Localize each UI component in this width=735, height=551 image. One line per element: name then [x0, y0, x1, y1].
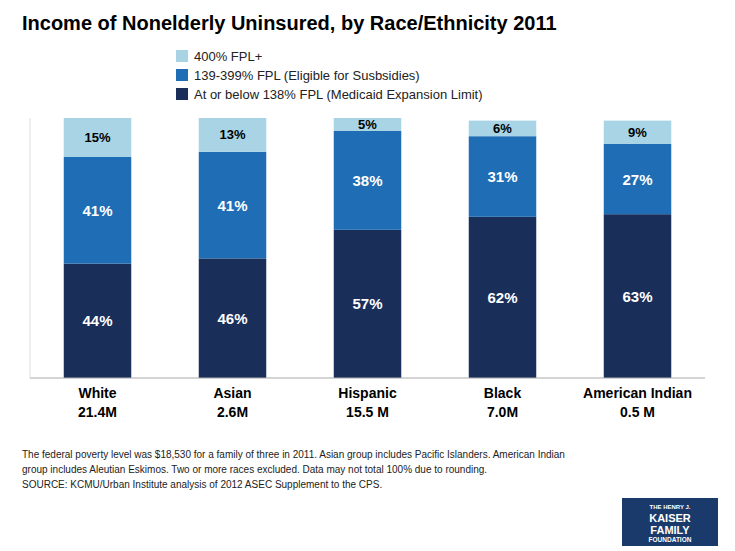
- logo-text: FAMILY: [650, 524, 690, 536]
- y-axis-line: [30, 118, 31, 378]
- data-label: 31%: [487, 168, 517, 185]
- bar-segment: [469, 217, 537, 378]
- data-label: 9%: [628, 125, 647, 140]
- legend-label: 400% FPL+: [194, 49, 262, 64]
- data-label: 57%: [352, 295, 382, 312]
- bar-segment: [199, 118, 267, 152]
- x-tick-label: American Indian: [583, 385, 692, 401]
- category-annotation: 2.6M: [217, 404, 248, 420]
- bar-segment: [604, 121, 672, 144]
- category-annotation: 15.5 M: [346, 404, 389, 420]
- bar-segment: [469, 121, 537, 137]
- legend-label: At or below 138% FPL (Medicaid Expansion…: [194, 87, 483, 102]
- data-label: 15%: [84, 130, 110, 145]
- logo-text: KAISER: [649, 512, 691, 524]
- bar-segment: [334, 131, 402, 230]
- data-label: 13%: [219, 127, 245, 142]
- category-annotation: 21.4M: [78, 404, 117, 420]
- data-label: 38%: [352, 172, 382, 189]
- bar-segment: [199, 258, 267, 378]
- footnote: group includes Aleutian Eskimos. Two or …: [22, 464, 487, 475]
- chart-svg: Income of Nonelderly Uninsured, by Race/…: [0, 0, 735, 551]
- legend: 400% FPL+ 139-399% FPL (Eligible for Susb…: [176, 49, 483, 102]
- category-annotation: 0.5 M: [620, 404, 655, 420]
- bar-segment: [334, 118, 402, 131]
- x-tick-label: Asian: [213, 385, 251, 401]
- bar-segment: [64, 264, 132, 378]
- bar-segment: [469, 136, 537, 217]
- bar-segment: [334, 230, 402, 378]
- bar-segment: [64, 118, 132, 157]
- legend-swatch: [176, 50, 188, 62]
- data-label: 46%: [217, 310, 247, 327]
- data-label: 63%: [622, 288, 652, 305]
- legend-swatch: [176, 69, 188, 81]
- bar-segment: [604, 214, 672, 378]
- data-label: 41%: [217, 197, 247, 214]
- x-axis-labels: White 21.4M Asian 2.6M Hispanic 15.5 M Black 7.…: [78, 385, 692, 420]
- data-label: 5%: [358, 117, 377, 132]
- bar-segment: [64, 157, 132, 264]
- bar-segment: [604, 144, 672, 214]
- logo-text: FOUNDATION: [649, 536, 692, 543]
- x-tick-label: White: [78, 385, 116, 401]
- title: Income of Nonelderly Uninsured, by Race/…: [22, 12, 557, 34]
- logo-text: THE HENRY J.: [649, 504, 690, 510]
- category-annotation: 7.0M: [487, 404, 518, 420]
- data-label: 27%: [622, 171, 652, 188]
- x-tick-label: Black: [484, 385, 522, 401]
- legend-swatch: [176, 88, 188, 100]
- data-label: 41%: [82, 202, 112, 219]
- data-label: 6%: [493, 121, 512, 136]
- legend-label: 139-399% FPL (Eligible for Susbsidies): [194, 68, 420, 83]
- footnotes: The federal poverty level was $18,530 fo…: [22, 449, 565, 490]
- logo-box: [622, 498, 718, 546]
- footnote: The federal poverty level was $18,530 fo…: [22, 449, 565, 460]
- data-labels: 44% 46% 57% 62% 63% 41% 41% 38% 31% 27% 15% 13% 5% 6%…: [82, 117, 652, 329]
- x-axis-line: [30, 378, 705, 379]
- chart-container: Income of Nonelderly Uninsured, by Race/…: [0, 0, 735, 551]
- logo: THE HENRY J. KAISERFAMILYFOUNDATION: [622, 498, 718, 546]
- footnote: SOURCE: KCMU/Urban Institute analysis of…: [22, 479, 382, 490]
- data-label: 44%: [82, 312, 112, 329]
- x-tick-label: Hispanic: [338, 385, 397, 401]
- data-label: 62%: [487, 289, 517, 306]
- bars: [64, 118, 672, 378]
- bar-segment: [199, 152, 267, 259]
